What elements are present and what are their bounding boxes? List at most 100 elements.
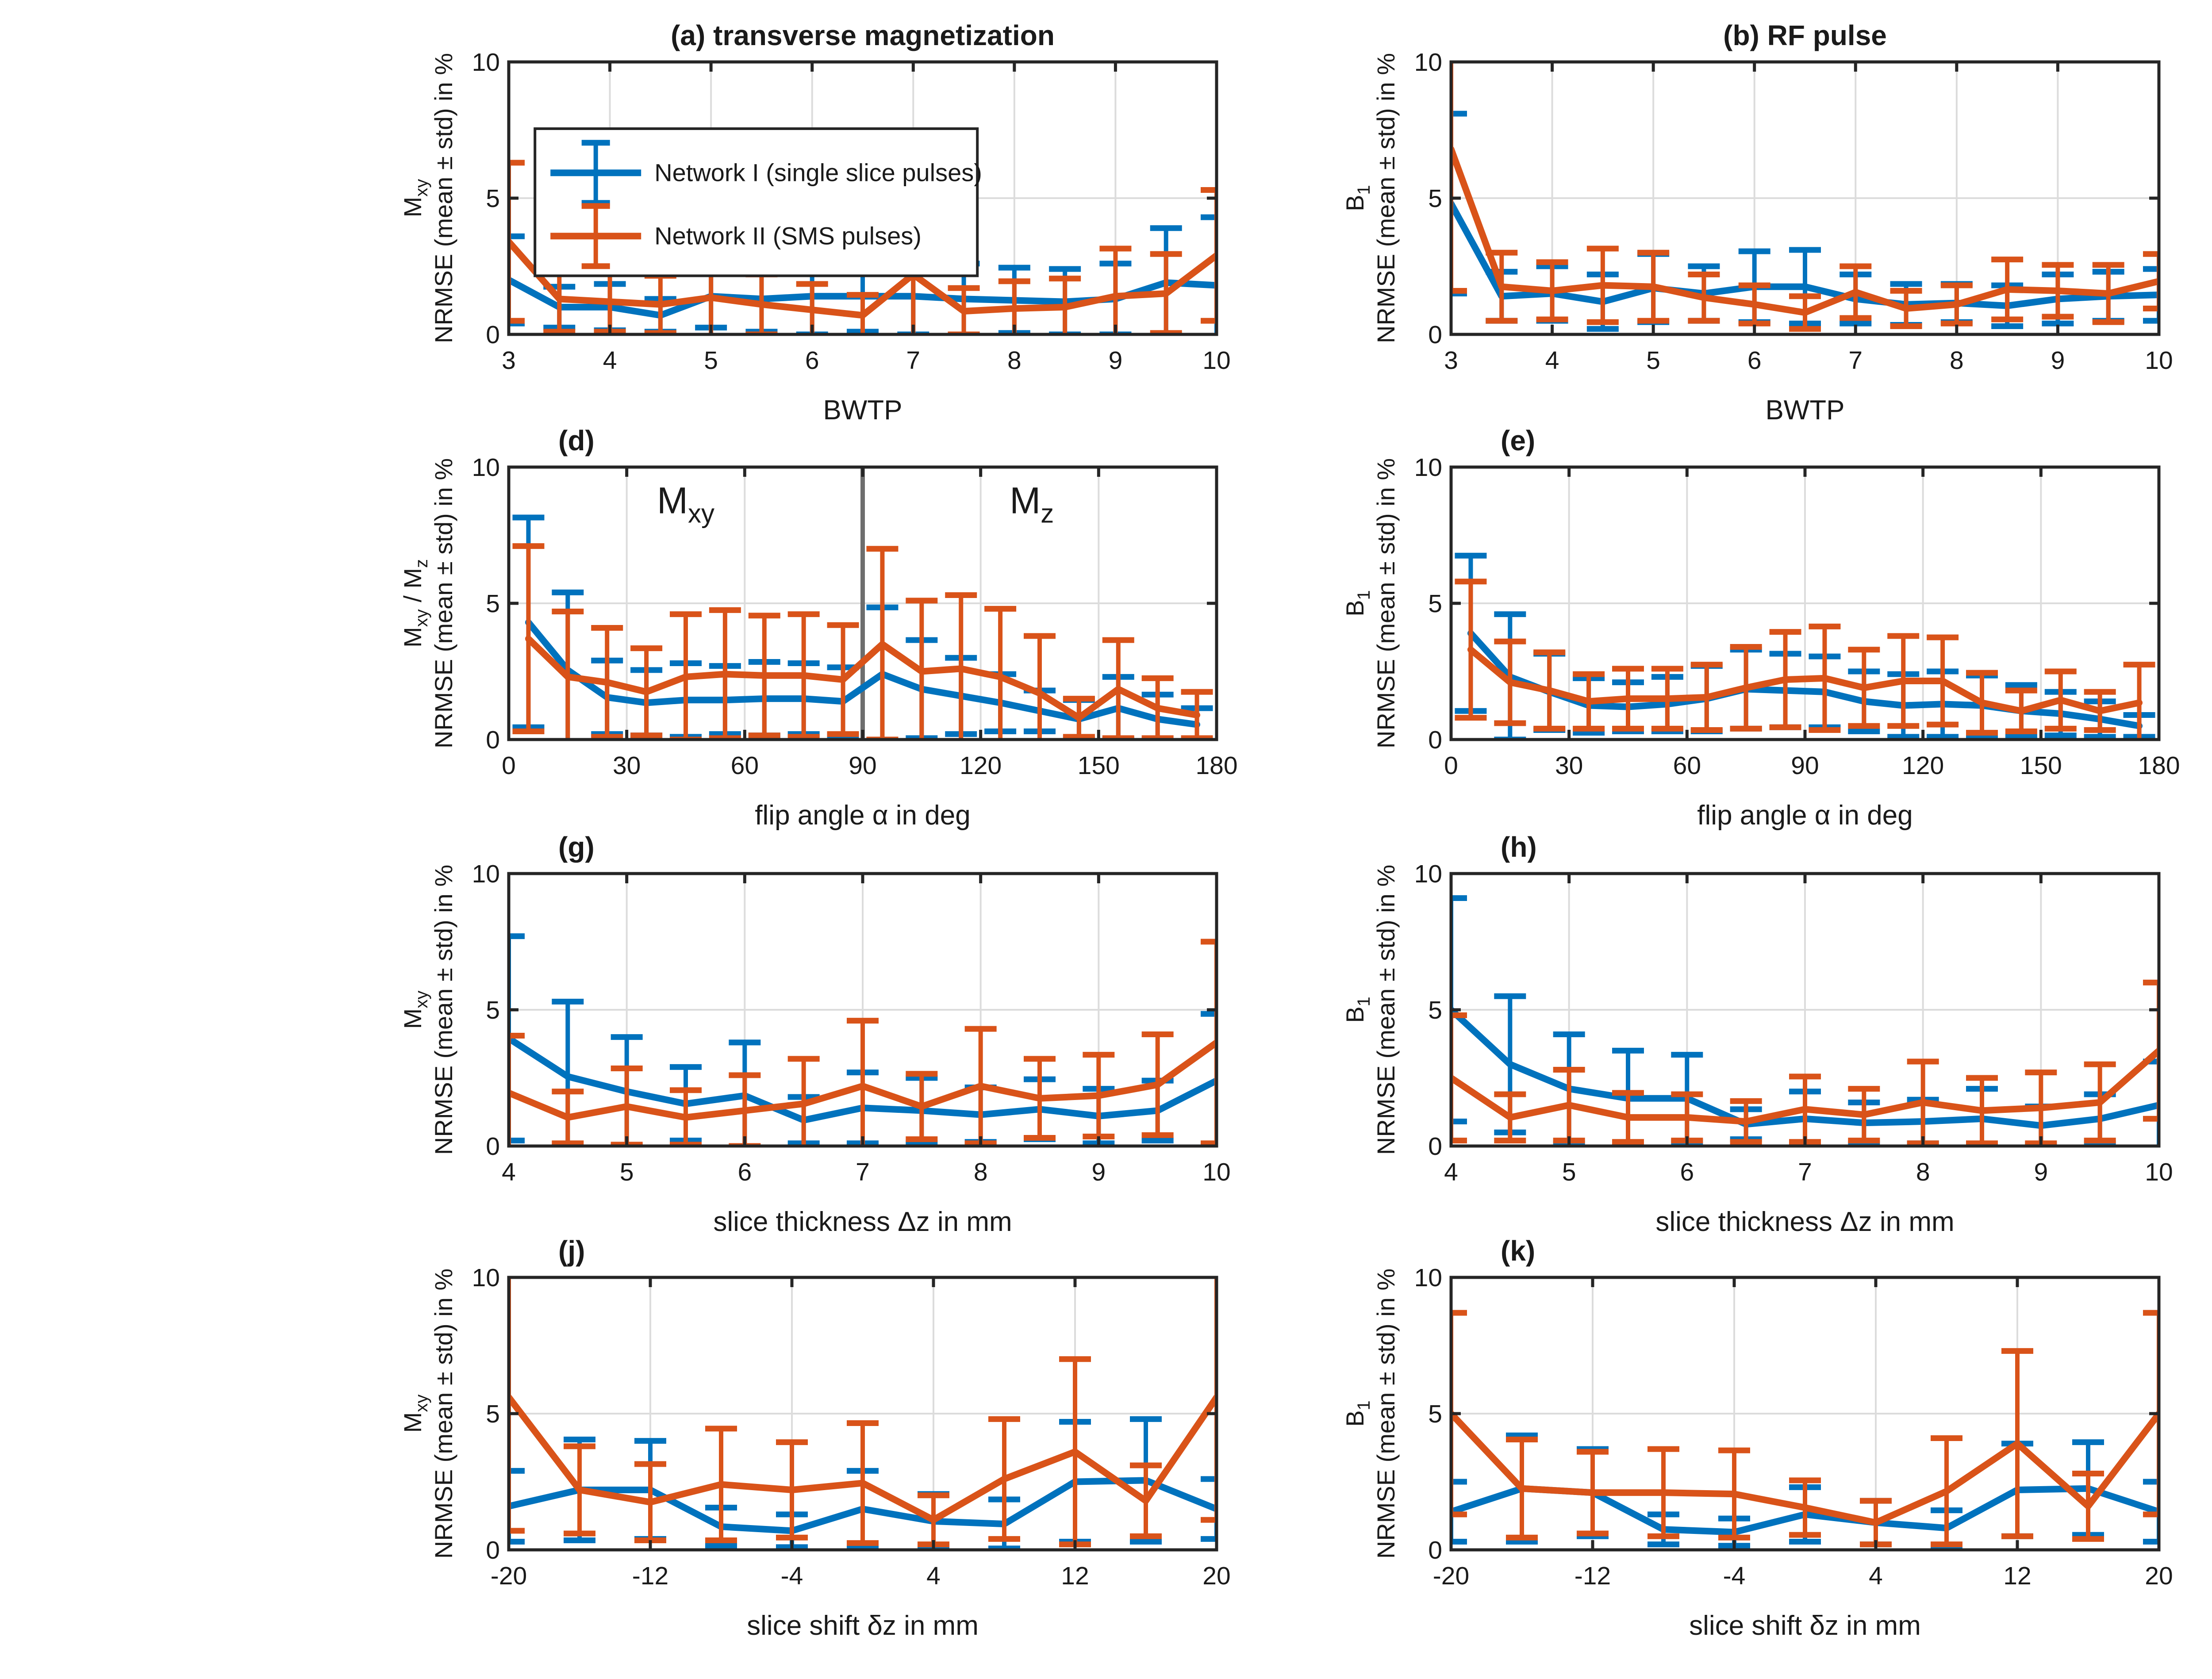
subplot-g: 4 5 6 7 8 9 10 0 5 10 slice thickness Δz in mm Mxy N… [398, 820, 1245, 1279]
y-axis-label-line2: NRMSE (mean ± std) in % [1372, 1269, 1400, 1559]
y-tick-label: 5 [1428, 1400, 1442, 1428]
x-axis-label: slice shift δz in mm [1689, 1610, 1921, 1641]
x-tick-label: 4 [926, 1562, 941, 1590]
y-tick-label: 5 [486, 184, 500, 213]
x-tick-label: 20 [2145, 1562, 2173, 1590]
tick-labels: 4 5 6 7 8 9 10 0 5 10 [472, 860, 1231, 1186]
y-tick-label: 0 [486, 726, 500, 754]
data-line [1450, 200, 2160, 309]
y-tick-label: 5 [486, 590, 500, 618]
x-axis-label: slice shift δz in mm [747, 1610, 979, 1641]
subplot-e: 0 30 60 90 120 150 180 0 5 10 flip angle α in deg B… [1340, 414, 2188, 872]
tick-marks [507, 1276, 1218, 1552]
y-tick-label: 10 [1414, 1264, 1442, 1292]
x-tick-label: 10 [1202, 346, 1230, 375]
y-axis-label-line1: B1 [1341, 185, 1374, 211]
tick-marks [1449, 1276, 2161, 1552]
subplot-title: (h) [1501, 831, 1537, 863]
x-tick-label: 9 [1091, 1158, 1106, 1186]
y-tick-label: 0 [1428, 1132, 1442, 1161]
y-tick-label: 5 [486, 1400, 500, 1428]
x-tick-label: 120 [1902, 751, 1944, 780]
series-group [1450, 61, 2160, 332]
y-tick-label: 10 [1414, 860, 1442, 888]
subplot-a: 3 4 5 6 7 8 9 10 0 5 10 BWTP Mxy NRMSE (mean ± std) i… [398, 9, 1245, 467]
x-tick-label: 7 [1848, 346, 1863, 375]
x-tick-label: 4 [603, 346, 617, 375]
x-tick-label: 5 [1562, 1158, 1576, 1186]
series-network2 [1450, 1310, 2160, 1548]
legend-entry-label: Network I (single slice pulses) [654, 159, 982, 187]
series-network2 [1450, 61, 2160, 332]
x-tick-label: 4 [1869, 1562, 1883, 1590]
x-tick-label: 5 [704, 346, 718, 375]
subplot-title: (d) [558, 425, 595, 456]
x-tick-label: 150 [2020, 751, 2062, 780]
tick-marks [1449, 60, 2161, 336]
series-group [512, 514, 1213, 740]
x-tick-label: 4 [1444, 1158, 1458, 1186]
x-tick-label: 180 [1195, 751, 1237, 780]
x-tick-label: 10 [2145, 1158, 2173, 1186]
chart-canvas-k: -20 -12 -4 4 12 20 0 5 10 slice shift δz in mm B1N… [1341, 1235, 2173, 1641]
legend-entry-label: Network II (SMS pulses) [654, 222, 922, 250]
y-axis-label-line2: NRMSE (mean ± std) in % [430, 865, 457, 1155]
x-tick-label: 6 [1680, 1158, 1694, 1186]
x-axis-label: flip angle α in deg [1697, 800, 1912, 831]
x-axis-label: flip angle α in deg [755, 800, 970, 831]
x-tick-label: 150 [1078, 751, 1120, 780]
data-line [1450, 146, 2160, 316]
tick-labels: 3 4 5 6 7 8 9 10 0 5 10 [472, 48, 1231, 375]
x-tick-label: 180 [2138, 751, 2180, 780]
y-axis-label-line1: Mxy [399, 991, 431, 1029]
x-tick-label: -20 [491, 1562, 527, 1590]
data-line [508, 1394, 1217, 1523]
x-tick-label: -12 [632, 1562, 668, 1590]
subplot-title: (b) RF pulse [1723, 19, 1887, 51]
annotation-text: Mz [1010, 480, 1054, 529]
x-tick-label: 8 [1950, 346, 1964, 375]
x-tick-label: 9 [2034, 1158, 2048, 1186]
x-axis-label: BWTP [823, 395, 902, 426]
subplot-title: (e) [1501, 425, 1535, 456]
x-tick-label: 60 [731, 751, 759, 780]
y-axis-label-line2: NRMSE (mean ± std) in % [1372, 865, 1400, 1155]
x-tick-label: -12 [1575, 1562, 1611, 1590]
series-network2 [508, 1276, 1217, 1548]
x-tick-label: 6 [737, 1158, 752, 1186]
x-tick-label: 90 [1791, 751, 1819, 780]
y-tick-label: 10 [472, 48, 500, 77]
chart-canvas-h: 4 5 6 7 8 9 10 0 5 10 slice thickness Δz in mm B1NR… [1341, 831, 2173, 1237]
tick-marks [507, 465, 1218, 741]
x-tick-label: 9 [2051, 346, 2065, 375]
y-tick-label: 0 [486, 321, 500, 349]
x-tick-label: 30 [1555, 751, 1583, 780]
y-tick-label: 10 [472, 1264, 500, 1292]
data-line [1467, 646, 2143, 714]
x-tick-label: 8 [974, 1158, 988, 1186]
series-network2 [1455, 579, 2155, 740]
x-tick-label: 6 [805, 346, 819, 375]
subplot-title: (k) [1501, 1235, 1535, 1267]
y-axis-label-line1: B1 [1341, 1400, 1374, 1427]
x-axis-label: slice thickness Δz in mm [713, 1207, 1012, 1237]
series-group [508, 933, 1217, 1147]
x-tick-label: 0 [502, 751, 516, 780]
x-axis-label: BWTP [1765, 395, 1844, 426]
x-tick-label: 5 [1646, 346, 1660, 375]
x-tick-label: 30 [613, 751, 641, 780]
subplot-title: (a) transverse magnetization [671, 19, 1055, 51]
x-tick-label: -20 [1433, 1562, 1469, 1590]
data-line [1450, 1410, 2160, 1526]
subplot-b: 3 4 5 6 7 8 9 10 0 5 10 BWTP B1 NRMSE (mean ± std) in… [1340, 9, 2188, 467]
tick-labels: -20 -12 -4 4 12 20 0 5 10 [472, 1264, 1231, 1590]
y-axis-label-line2: NRMSE (mean ± std) in % [430, 53, 457, 343]
y-axis-label-line2: NRMSE (mean ± std) in % [430, 1269, 457, 1559]
series-group [508, 1276, 1217, 1551]
tick-labels: 0 30 60 90 120 150 180 0 5 10 [472, 453, 1238, 780]
x-tick-label: 4 [1545, 346, 1559, 375]
y-axis-label-line1: Mxy [399, 179, 431, 218]
subplot-title: (g) [558, 831, 595, 863]
